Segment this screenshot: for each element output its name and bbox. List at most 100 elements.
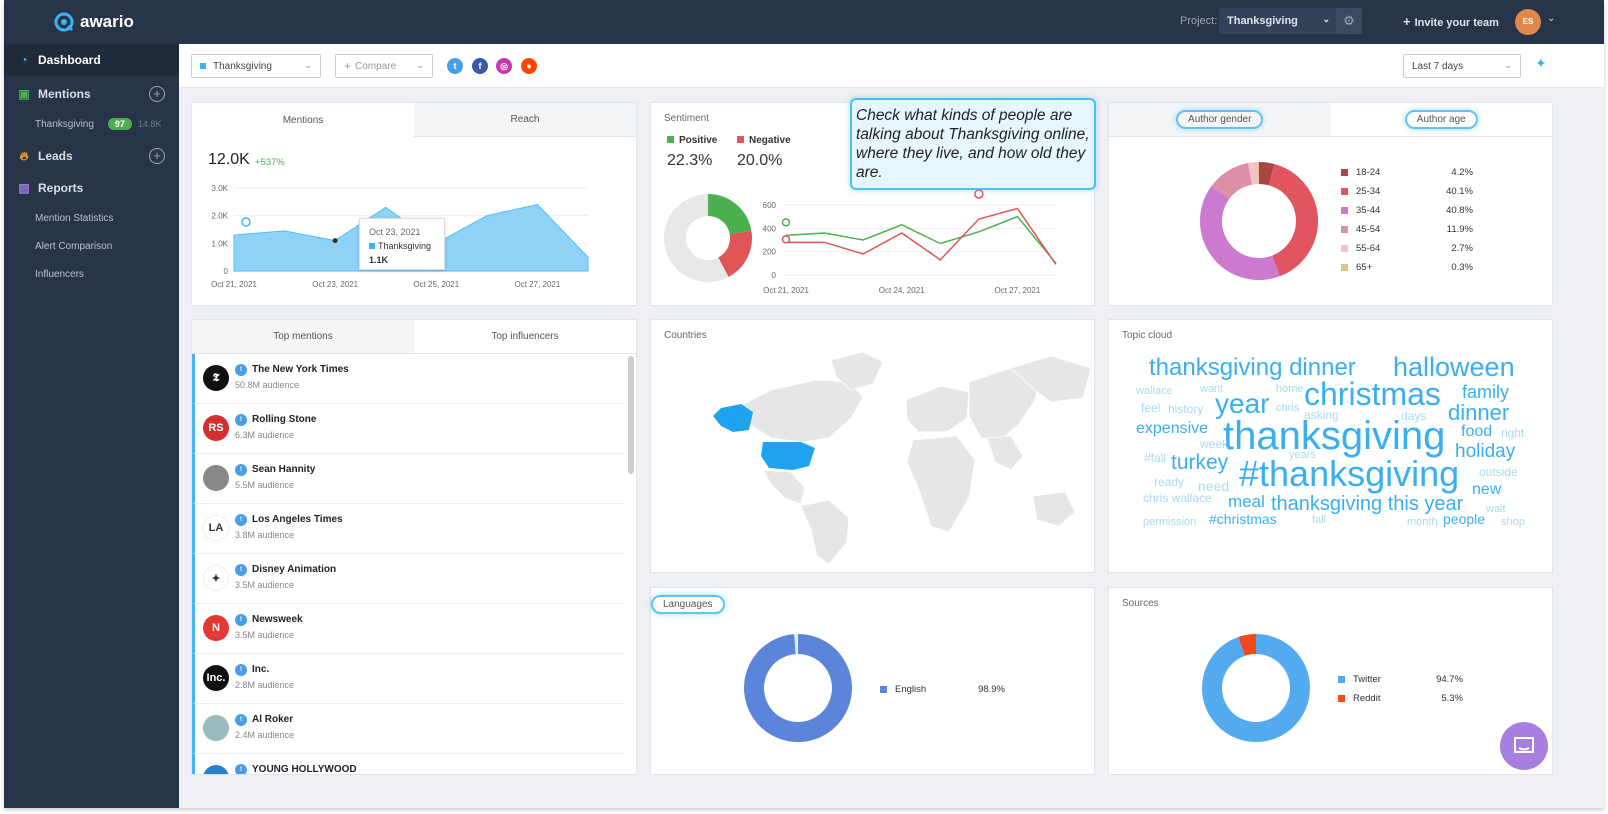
influencer-name[interactable]: Los Angeles Times [252,514,343,525]
project-settings-button[interactable]: ⚙ [1336,8,1362,34]
topic-word[interactable]: christmas [1304,376,1441,412]
sidebar-item-thanksgiving[interactable]: Thanksgiving 97 14.8K [4,110,179,138]
topic-word[interactable]: chris [1276,402,1300,414]
tab-top-influencers[interactable]: Top influencers [414,320,636,354]
influencer-avatar[interactable]: Inc. [203,665,229,691]
chevron-down-icon[interactable]: ⌄ [1547,13,1556,24]
legend-item[interactable]: 65+ 0.3% [1341,258,1473,277]
influencer-avatar[interactable]: ✦ [203,565,229,591]
donut-slice[interactable] [707,194,752,236]
topic-word[interactable]: right [1501,426,1525,440]
influencer-name[interactable]: Disney Animation [252,564,337,575]
topic-word[interactable]: wallace [1136,385,1173,397]
topic-word[interactable]: month [1407,516,1438,528]
influencer-row[interactable]: RS t Rolling Stone 6.3M audience [192,404,624,454]
topic-word[interactable]: permission [1143,516,1197,528]
tab-reach[interactable]: Reach [414,103,636,137]
topic-word[interactable]: new [1472,481,1502,498]
topic-word[interactable]: holiday [1455,441,1516,462]
legend-item[interactable]: 55-64 2.7% [1341,239,1473,258]
tab-top-mentions[interactable]: Top mentions [192,320,414,354]
influencer-name[interactable]: Inc. [252,664,270,675]
topic-word[interactable]: ready [1154,475,1185,489]
influencer-name[interactable]: YOUNG HOLLYWOOD [252,764,357,775]
influencer-avatar[interactable]: 𝕿 [203,365,229,391]
legend-item[interactable]: English 98.9% [880,680,1005,699]
alert-select[interactable]: Thanksgiving ⌄ [191,54,321,78]
legend-item[interactable]: Twitter 94.7% [1338,670,1463,689]
nav-leads[interactable]: 🔥︎ Leads + [4,140,179,172]
influencer-name[interactable]: Al Roker [252,714,294,725]
annotation-marker-icon[interactable] [974,189,984,199]
topic-word[interactable]: need [1198,478,1230,494]
topic-word[interactable]: #thanksgiving [1239,453,1460,494]
influencer-name[interactable]: The New York Times [252,364,349,375]
topic-word[interactable]: wait [1486,503,1506,515]
world-map[interactable] [651,320,1096,574]
topic-word[interactable]: shop [1501,516,1525,528]
tab-author-gender[interactable]: Author gender [1109,103,1331,137]
topic-word[interactable]: history [1168,402,1204,416]
topic-word[interactable]: fall [1312,514,1327,526]
user-avatar[interactable]: ES [1515,9,1541,35]
topic-word[interactable]: home [1276,383,1304,395]
topic-word[interactable]: halloween [1393,352,1515,382]
donut-slice[interactable] [1238,634,1257,656]
reddit-filter-icon[interactable]: ● [521,58,537,74]
legend-item[interactable]: Reddit 5.3% [1338,689,1463,708]
influencer-row[interactable]: t YOUNG HOLLYWOOD [192,754,624,775]
legend-item[interactable]: 35-44 40.8% [1341,201,1473,220]
line-series[interactable] [786,207,1057,265]
legend-item[interactable]: 25-34 40.1% [1341,182,1473,201]
data-point[interactable] [332,238,338,244]
influencer-avatar[interactable]: RS [203,415,229,441]
add-lead-alert-button[interactable]: + [149,148,165,164]
sentiment-line-chart[interactable]: 0 200 400 600 Oct 21, 2021 Oct 24, 2021 Oct 27… [746,103,1076,307]
influencer-name[interactable]: Rolling Stone [252,414,317,425]
compare-select[interactable]: + Compare ⌄ [335,54,433,78]
influencer-name[interactable]: Sean Hannity [252,464,316,475]
instagram-filter-icon[interactable]: ◎ [496,58,512,74]
donut-slice[interactable] [717,230,752,277]
sidebar-item-alert-comparison[interactable]: Alert Comparison [4,232,179,260]
topic-word[interactable]: turkey [1171,451,1229,474]
influencer-avatar[interactable] [203,465,229,491]
map-region-greenland[interactable] [830,351,884,391]
topic-word[interactable]: people [1443,511,1486,527]
line-series[interactable] [785,215,1057,264]
project-select[interactable]: Thanksgiving ⌄ [1219,8,1337,34]
map-region-europe[interactable] [905,385,970,433]
donut-slice[interactable] [1200,186,1280,280]
influencer-avatar[interactable] [203,765,229,774]
annotation-marker-icon[interactable] [781,218,791,227]
topic-word[interactable]: family [1462,382,1510,402]
map-region-canada[interactable] [735,379,864,443]
topic-word[interactable]: outside [1479,465,1518,479]
map-region-africa[interactable] [906,435,976,533]
sources-donut-chart[interactable] [1201,633,1311,743]
donut-slice[interactable] [1202,634,1310,742]
donut-slice[interactable] [744,634,852,742]
influencer-avatar[interactable]: N [203,615,229,641]
sidebar-item-mention-statistics[interactable]: Mention Statistics [4,204,179,232]
topic-word[interactable]: dinner [1448,400,1510,425]
influencer-row[interactable]: t Sean Hannity 5.5M audience [192,454,624,504]
author-age-donut-chart[interactable] [1199,161,1319,281]
nav-mentions[interactable]: ▣ Mentions + [4,78,179,110]
topic-word[interactable]: asking [1304,408,1339,422]
influencer-avatar[interactable]: LA [203,515,229,541]
sentiment-donut-chart[interactable] [663,193,753,283]
legend-item[interactable]: 45-54 11.9% [1341,220,1473,239]
twitter-filter-icon[interactable]: t [447,58,463,74]
donut-slice[interactable] [1268,164,1318,277]
map-region-alaska[interactable] [713,404,753,432]
languages-donut-chart[interactable] [743,633,853,743]
tab-mentions[interactable]: Mentions [192,103,414,137]
topic-word[interactable]: thanksgiving [1223,414,1446,458]
map-region-south-america[interactable] [800,499,850,565]
topic-word[interactable]: food [1461,423,1493,440]
chat-widget-button[interactable] [1500,722,1548,770]
